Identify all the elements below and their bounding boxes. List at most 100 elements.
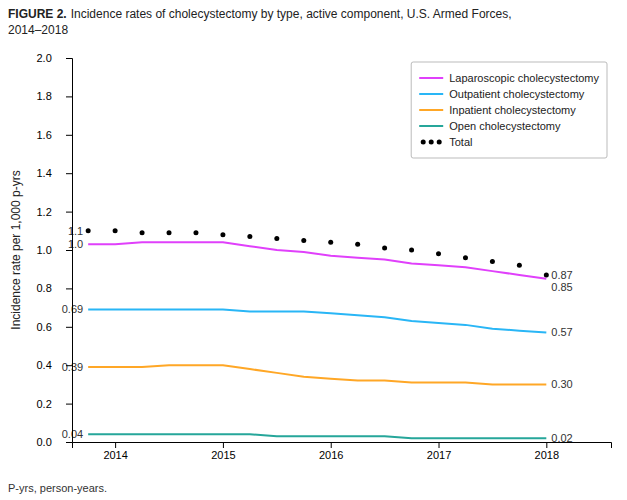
series-marker [113,228,118,233]
value-label: 1.0 [68,238,83,250]
series-marker [355,242,360,247]
series-marker [220,232,225,237]
value-label: 0.85 [551,281,572,293]
y-tick-mark [66,96,72,97]
series-marker [328,240,333,245]
x-tick: 2015 [211,442,235,461]
y-axis: 0.0 0.2 0.4 0.6 0.8 1.0 1.2 1.4 1.6 1.8 2.0 [36,52,72,448]
legend-box [411,62,607,158]
series-marker [463,255,468,260]
series-marker [86,228,91,233]
x-tick-label: 2014 [103,449,127,461]
y-tick: 1.8 [36,90,72,102]
y-tick: 0.8 [36,282,72,294]
y-tick-mark [66,58,72,59]
x-tick-mark [439,442,440,448]
x-axis: 2014 2015 2016 2017 2018 [73,442,612,461]
y-tick: 0.4 [36,359,72,371]
plot-area: 1.11.00.690.390.040.870.850.570.300.0220… [36,52,611,461]
legend: Laparoscopic cholecystectomy Outpatient c… [411,62,607,158]
y-tick: 0.0 [36,436,72,448]
x-tick-mark [115,442,116,448]
x-tick-mark [331,442,332,448]
y-tick: 0.2 [36,398,72,410]
x-tick-label: 2018 [535,449,559,461]
y-tick-label: 1.2 [36,206,51,218]
value-label: 1.1 [68,225,83,237]
y-tick: 1.6 [36,129,72,141]
x-tick: 2017 [427,442,451,461]
y-tick: 2.0 [36,52,72,64]
y-tick-mark [66,327,72,328]
legend-label: Open cholecystectomy [449,120,561,132]
legend-label: Total [449,136,472,148]
legend-swatch [419,109,443,111]
y-tick-mark [66,442,72,443]
y-axis-line [66,59,73,443]
y-tick-mark [66,135,72,136]
series-marker [247,234,252,239]
series-marker [193,230,198,235]
y-tick-label: 1.8 [36,90,51,102]
data-marks [86,228,549,438]
series-marker [274,236,279,241]
x-tick-label: 2017 [427,449,451,461]
series-marker [490,259,495,264]
series-marker [436,251,441,256]
series-line [88,242,546,278]
legend-label: Outpatient cholecystectomy [449,88,585,100]
legend-label: Inpatient cholecystectomy [449,104,576,116]
y-tick: 1.2 [36,206,72,218]
y-tick: 1.0 [36,244,72,256]
y-tick-label: 0.4 [36,359,51,371]
y-tick-mark [66,288,72,289]
y-tick-mark [66,173,72,174]
subtitle-line: Incidence rates of cholecystectomy by ty… [71,7,512,21]
x-tick-label: 2015 [211,449,235,461]
x-tick-mark [223,442,224,448]
legend-swatch-marker [437,140,442,145]
y-tick-label: 2.0 [36,52,51,64]
value-labels: 1.11.00.690.390.040.870.850.570.300.02 [62,225,573,444]
series-line [88,365,546,384]
legend-swatch [419,93,443,95]
y-tick-label: 0.0 [36,436,51,448]
x-tick-mark [546,442,547,448]
y-tick-label: 0.2 [36,398,51,410]
title-bold: FIGURE 2. [8,7,67,21]
legend-swatch-marker [421,140,426,145]
x-tick: 2014 [103,442,127,461]
series-marker [140,230,145,235]
x-tick-label: 2016 [319,449,343,461]
x-tick: 2018 [535,442,559,461]
footnote: P-yrs, person-years. [8,482,107,494]
legend-swatch [419,125,443,127]
series-line [88,434,546,438]
value-label: 0.30 [551,378,572,390]
value-label: 0.87 [551,269,572,281]
y-tick-label: 0.8 [36,282,51,294]
series-marker [517,263,522,268]
chart-svg: FIGURE 2. Incidence rates of cholecystect… [0,0,627,500]
chart-container: FIGURE 2. Incidence rates of cholecystect… [0,0,627,500]
y-axis-title: Incidence rate per 1,000 p-yrs [9,170,23,329]
legend-item: Inpatient cholecystectomy [419,104,576,116]
legend-label: Laparoscopic cholecystectomy [449,72,599,84]
y-tick-mark [66,212,72,213]
y-tick: 0.6 [36,321,72,333]
subtitle-line: 2014–2018 [8,23,68,37]
series-marker [409,248,414,253]
y-tick-mark [66,250,72,251]
legend-item: Open cholecystectomy [419,120,561,132]
value-label: 0.57 [551,326,572,338]
series-marker [544,272,549,277]
y-tick-label: 0.6 [36,321,51,333]
legend-swatch-marker [429,140,434,145]
background [0,0,627,500]
y-tick: 1.4 [36,167,72,179]
y-tick-mark [66,404,72,405]
y-tick-label: 1.6 [36,129,51,141]
x-tick: 2016 [319,442,343,461]
series-marker [167,230,172,235]
legend-item: Outpatient cholecystectomy [419,88,585,100]
